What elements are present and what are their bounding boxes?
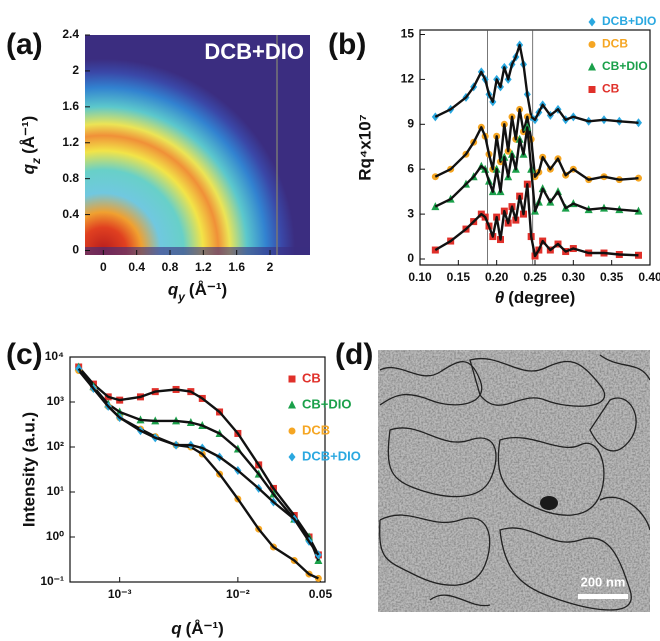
- axis-subscript: z: [29, 158, 43, 165]
- x-tick-label: 0.8: [162, 260, 179, 274]
- x-tick-label: 0: [100, 260, 107, 274]
- y-tick-label: 6: [407, 161, 414, 175]
- y-tick-label: 10⁻¹: [40, 574, 64, 588]
- panel-label: (c): [6, 338, 43, 371]
- fit-line: [77, 366, 320, 561]
- x-tick-label: 10⁻³: [108, 587, 132, 601]
- x-tick-label: 0.05: [309, 587, 333, 601]
- x-tick-label: 1.2: [195, 260, 212, 274]
- legend-label: DCB: [302, 422, 330, 437]
- y-tick-label: 0.8: [62, 171, 79, 185]
- y-tick-label: 9: [407, 116, 414, 130]
- legend-label: CB+DIO: [602, 59, 648, 73]
- x-tick-label: 0.40: [638, 270, 660, 284]
- x-tick-label: 2: [267, 260, 274, 274]
- marker: [635, 118, 642, 128]
- fit-line: [77, 366, 320, 556]
- legend-label: DCB: [602, 37, 628, 51]
- y-tick-label: 12: [401, 72, 415, 86]
- y-tick-label: 10⁰: [46, 529, 64, 543]
- axis-symbol: q: [19, 163, 38, 174]
- x-tick-label: 0.4: [128, 260, 145, 274]
- scale-bar: [578, 594, 628, 599]
- legend-label: CB: [602, 82, 620, 96]
- axis-unit: (degree): [508, 288, 575, 307]
- x-tick-label: 10⁻²: [226, 587, 250, 601]
- heatmap-image: [85, 35, 310, 255]
- legend-marker: [288, 375, 296, 383]
- axis-symbol: θ: [495, 288, 505, 307]
- y-tick-label: 0: [72, 243, 79, 257]
- axis-unit: (Å⁻¹): [189, 280, 227, 299]
- fit-line: [434, 43, 639, 124]
- legend-marker: [588, 86, 596, 93]
- legend-label: CB: [302, 370, 321, 385]
- plot-frame: [69, 356, 326, 583]
- axis-label: Rq⁴x10⁷: [355, 114, 374, 180]
- y-tick-label: 15: [401, 27, 415, 41]
- legend-label: DCB+DIO: [302, 448, 361, 463]
- scale-bar-label: 200 nm: [581, 574, 626, 589]
- horizon-band: [85, 247, 310, 255]
- axis-unit: (Å⁻¹): [19, 116, 38, 154]
- panel-label: (b): [328, 28, 366, 61]
- tem-image: 200 nm: [378, 350, 650, 612]
- fit-line: [434, 108, 639, 181]
- y-tick-label: 10²: [47, 439, 64, 453]
- legend-label: CB+DIO: [302, 396, 351, 411]
- y-tick-label: 0.4: [62, 207, 79, 221]
- annotation: DCB+DIO: [204, 39, 304, 64]
- x-tick-label: 0.30: [562, 270, 586, 284]
- y-tick-label: 1.6: [62, 99, 79, 113]
- y-tick-label: 10⁴: [45, 349, 64, 363]
- x-tick-label: 0.35: [600, 270, 624, 284]
- axis-symbol: q: [171, 619, 182, 638]
- y-tick-label: 2.4: [62, 27, 79, 41]
- x-tick-label: 0.15: [447, 270, 471, 284]
- legend-label: DCB+DIO: [602, 14, 656, 28]
- marker: [635, 174, 642, 182]
- axis-label: q (Å⁻¹): [171, 619, 224, 638]
- axis-label: Intensity (a.u.): [19, 412, 38, 527]
- x-tick-label: 0.25: [523, 270, 547, 284]
- fit-line: [77, 369, 319, 580]
- legend-marker: [588, 17, 596, 27]
- y-tick-label: 10¹: [47, 484, 64, 498]
- axis-symbol: q: [168, 280, 179, 299]
- y-tick-label: 2: [72, 63, 79, 77]
- y-tick-label: 3: [407, 206, 414, 220]
- axis-subscript: y: [177, 290, 186, 304]
- y-tick-label: 1.2: [62, 135, 79, 149]
- legend-marker: [288, 400, 296, 409]
- legend-marker: [588, 62, 596, 71]
- legend-marker: [288, 427, 296, 435]
- axis-label: θ (degree): [495, 288, 576, 307]
- domain-outlines: [379, 354, 650, 611]
- fit-line: [434, 183, 639, 258]
- axis-label: qz (Å⁻¹): [19, 116, 43, 175]
- fit-line: [77, 367, 320, 556]
- y-tick-label: 10³: [47, 394, 64, 408]
- y-tick-label: 0: [407, 251, 414, 265]
- legend-marker: [288, 452, 296, 462]
- x-tick-label: 0.20: [485, 270, 509, 284]
- panel-label: (d): [335, 338, 373, 371]
- heatmap: [85, 35, 310, 255]
- axis-label: qy (Å⁻¹): [168, 280, 227, 304]
- fit-line: [434, 126, 639, 213]
- dark-spot: [540, 496, 558, 510]
- panel-label: (a): [6, 28, 43, 61]
- axis-unit: (Å⁻¹): [186, 619, 224, 638]
- legend-marker: [588, 41, 596, 48]
- x-tick-label: 0.10: [408, 270, 432, 284]
- x-tick-label: 1.6: [228, 260, 245, 274]
